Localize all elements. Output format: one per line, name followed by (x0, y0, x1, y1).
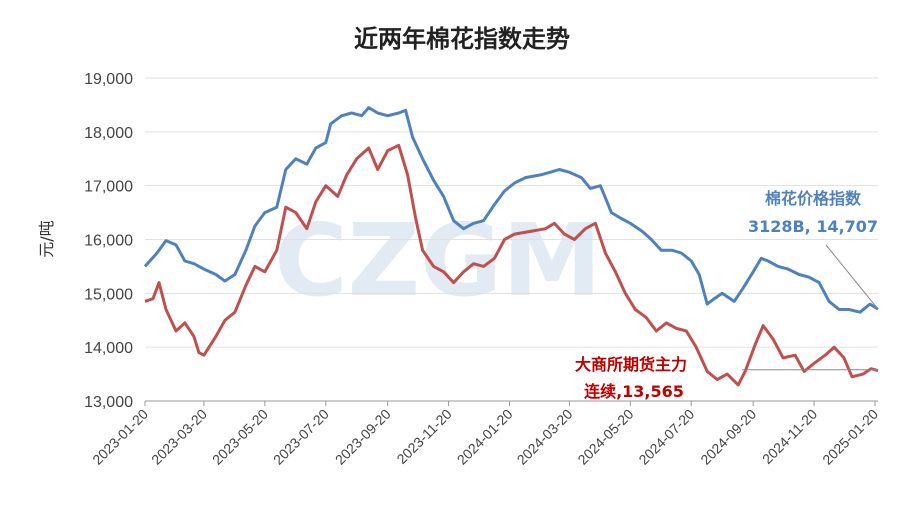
x-tick-label: 2024-07-20 (635, 406, 697, 468)
y-tick-label: 18,000 (84, 125, 133, 142)
y-axis-ticks: 13,000 14,000 15,000 16,000 17,000 18,000 19,0… (84, 71, 133, 411)
x-tick-label: 2023-07-20 (270, 406, 332, 468)
y-tick-label: 19,000 (84, 71, 133, 88)
chart-watermark: CZGM (274, 202, 602, 319)
y-tick-label: 16,000 (84, 233, 133, 250)
y-axis-label: 元/吨 (37, 220, 56, 257)
x-axis-ticks: 2023-01-202023-03-202023-05-202023-07-20… (89, 401, 881, 468)
series-red-label-line1: 大商所期货主力 (575, 355, 687, 374)
chart-title: 近两年棉花指数走势 (354, 25, 570, 53)
x-tick-label: 2023-03-20 (148, 406, 210, 468)
annotations: 棉花价格指数 3128B, 14,707 大商所期货主力 连续,13,565 (575, 189, 879, 401)
y-tick-label: 15,000 (84, 286, 133, 303)
gridlines (145, 77, 878, 402)
x-tick-label: 2023-05-20 (209, 406, 271, 468)
x-tick-label: 2025-01-20 (819, 406, 881, 468)
series-line-futures-main (144, 143, 879, 387)
series-line-cotton-index (143, 106, 879, 314)
y-tick-label: 14,000 (84, 340, 133, 357)
series-blue-label-line2: 3128B, 14,707 (748, 217, 878, 236)
x-tick-label: 2023-01-20 (89, 406, 151, 468)
series-blue-label-line1: 棉花价格指数 (765, 189, 862, 208)
leader-line-blue (825, 244, 879, 310)
x-tick-label: 2023-09-20 (332, 406, 394, 468)
x-tick-label: 2024-05-20 (574, 406, 636, 468)
series-red-label-line2: 连续,13,565 (584, 382, 684, 401)
x-tick-label: 2023-11-20 (393, 406, 454, 467)
y-tick-label: 17,000 (84, 179, 133, 196)
x-tick-label: 2024-09-20 (697, 406, 759, 468)
x-tick-label: 2024-11-20 (759, 406, 820, 467)
x-tick-label: 2024-01-20 (454, 406, 516, 468)
series-group (143, 106, 879, 387)
x-tick-label: 2024-03-20 (514, 406, 576, 468)
y-tick-label: 13,000 (84, 394, 133, 411)
